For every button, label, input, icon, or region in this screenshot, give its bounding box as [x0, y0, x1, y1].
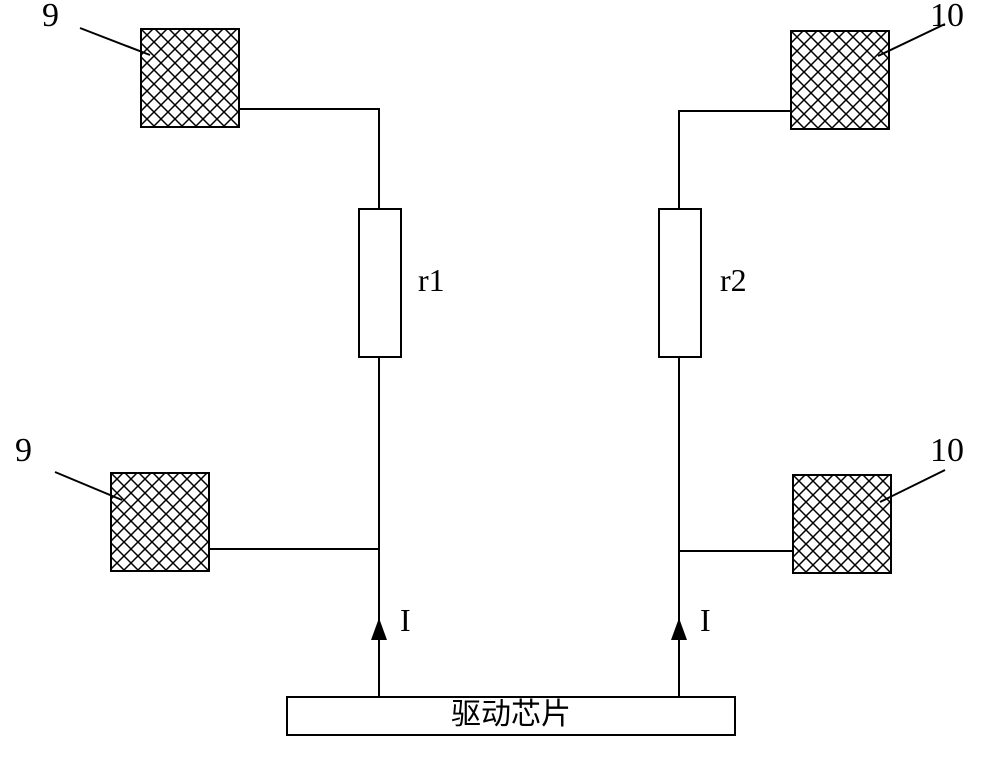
ref-label-10-bot: 10	[930, 432, 964, 470]
ref-label-10-top: 10	[930, 0, 964, 35]
ref-label-9-top: 9	[42, 0, 59, 35]
leader-lines	[0, 0, 1000, 775]
diagram-canvas: r1 r2 I I 驱动芯片 9 9 10 10	[0, 0, 1000, 775]
ref-label-9-bot: 9	[15, 432, 32, 470]
